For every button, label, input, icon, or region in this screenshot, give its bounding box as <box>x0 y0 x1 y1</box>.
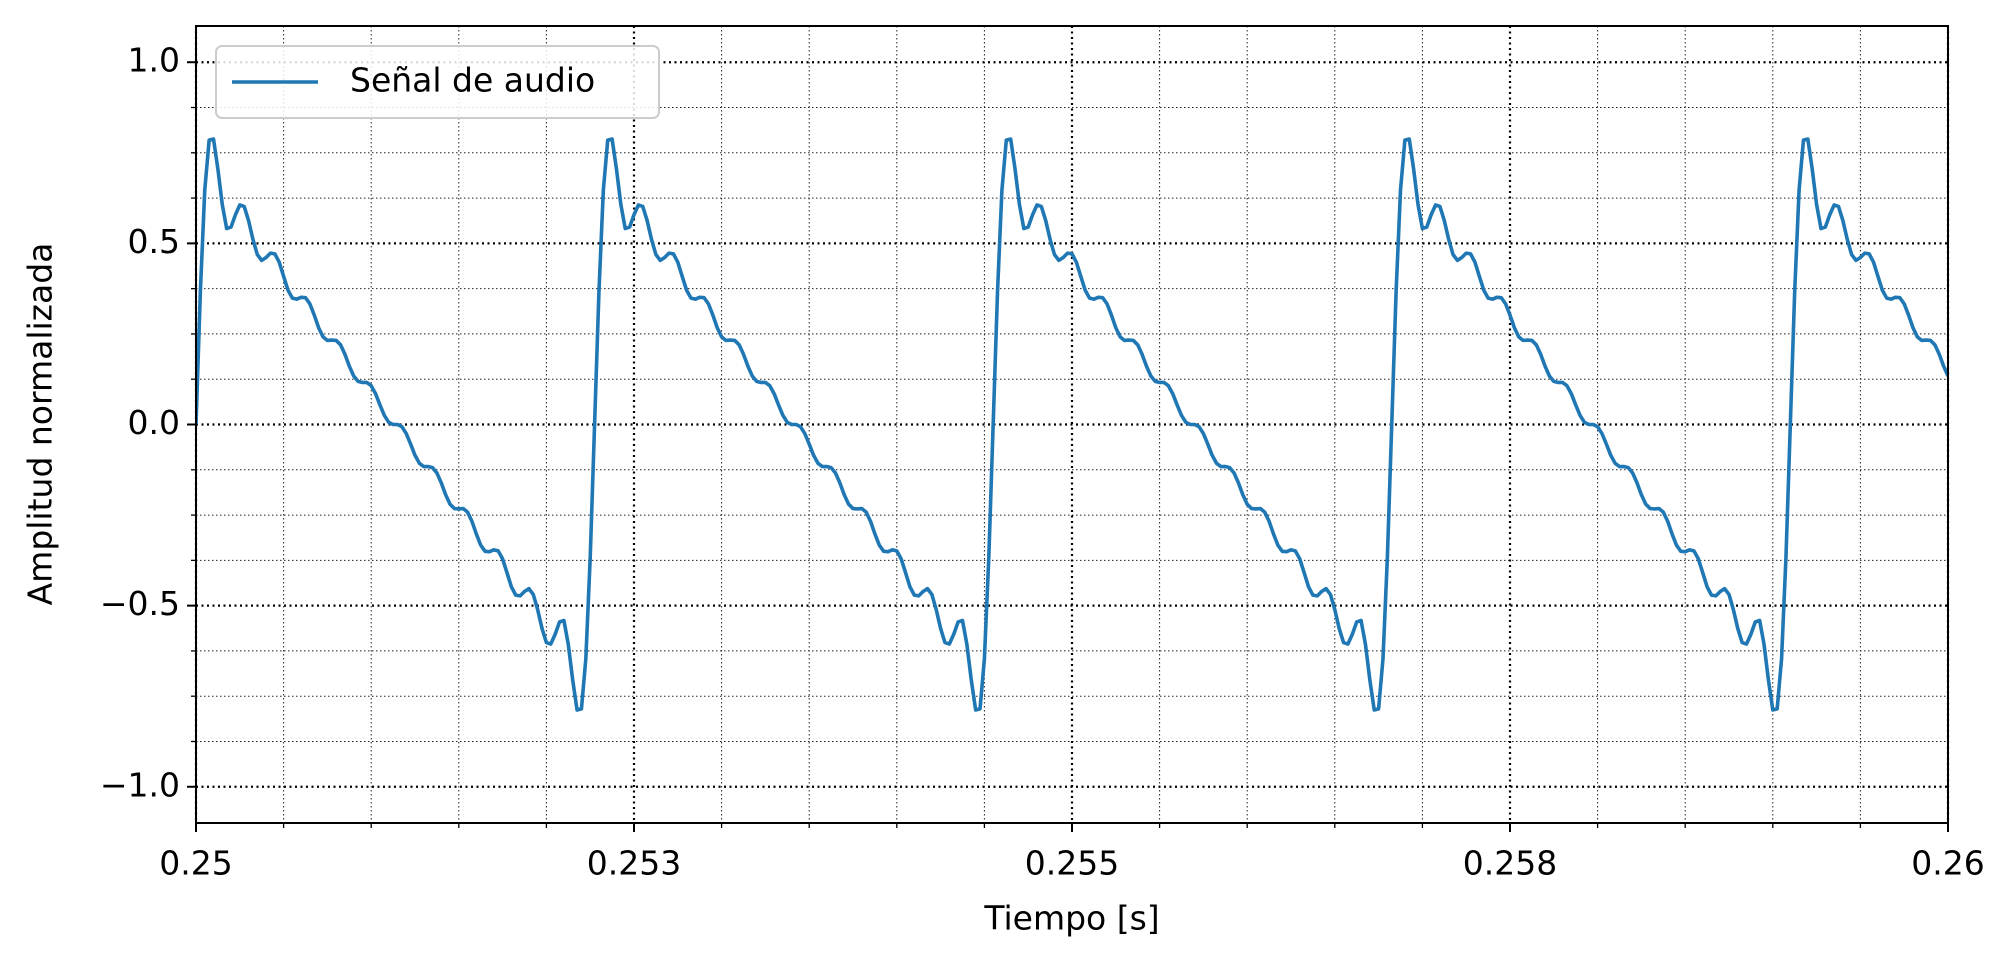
x-tick-label: 0.258 <box>1463 844 1557 883</box>
legend: Señal de audio <box>215 45 660 119</box>
legend-label: Señal de audio <box>350 61 595 100</box>
y-tick-label: 1.0 <box>128 41 180 80</box>
x-tick-label: 0.255 <box>1025 844 1119 883</box>
x-tick-label: 0.26 <box>1911 844 1984 883</box>
ticks: 0.25 0.253 0.255 0.258 0.26 −1.0 −0.5 0.0 0.5 1.0 <box>100 41 1985 883</box>
x-axis-label: Tiempo [s] <box>983 899 1159 938</box>
legend-box <box>215 45 660 119</box>
x-tick-label: 0.25 <box>159 844 232 883</box>
y-axis-label: Amplitud normalizada <box>21 243 60 606</box>
y-tick-label: −1.0 <box>100 765 180 804</box>
plot-area <box>196 137 1948 712</box>
y-tick-label: 0.0 <box>128 403 180 442</box>
y-tick-label: 0.5 <box>128 222 180 261</box>
data-line <box>196 137 1948 712</box>
y-tick-label: −0.5 <box>100 584 180 623</box>
x-tick-label: 0.253 <box>587 844 681 883</box>
